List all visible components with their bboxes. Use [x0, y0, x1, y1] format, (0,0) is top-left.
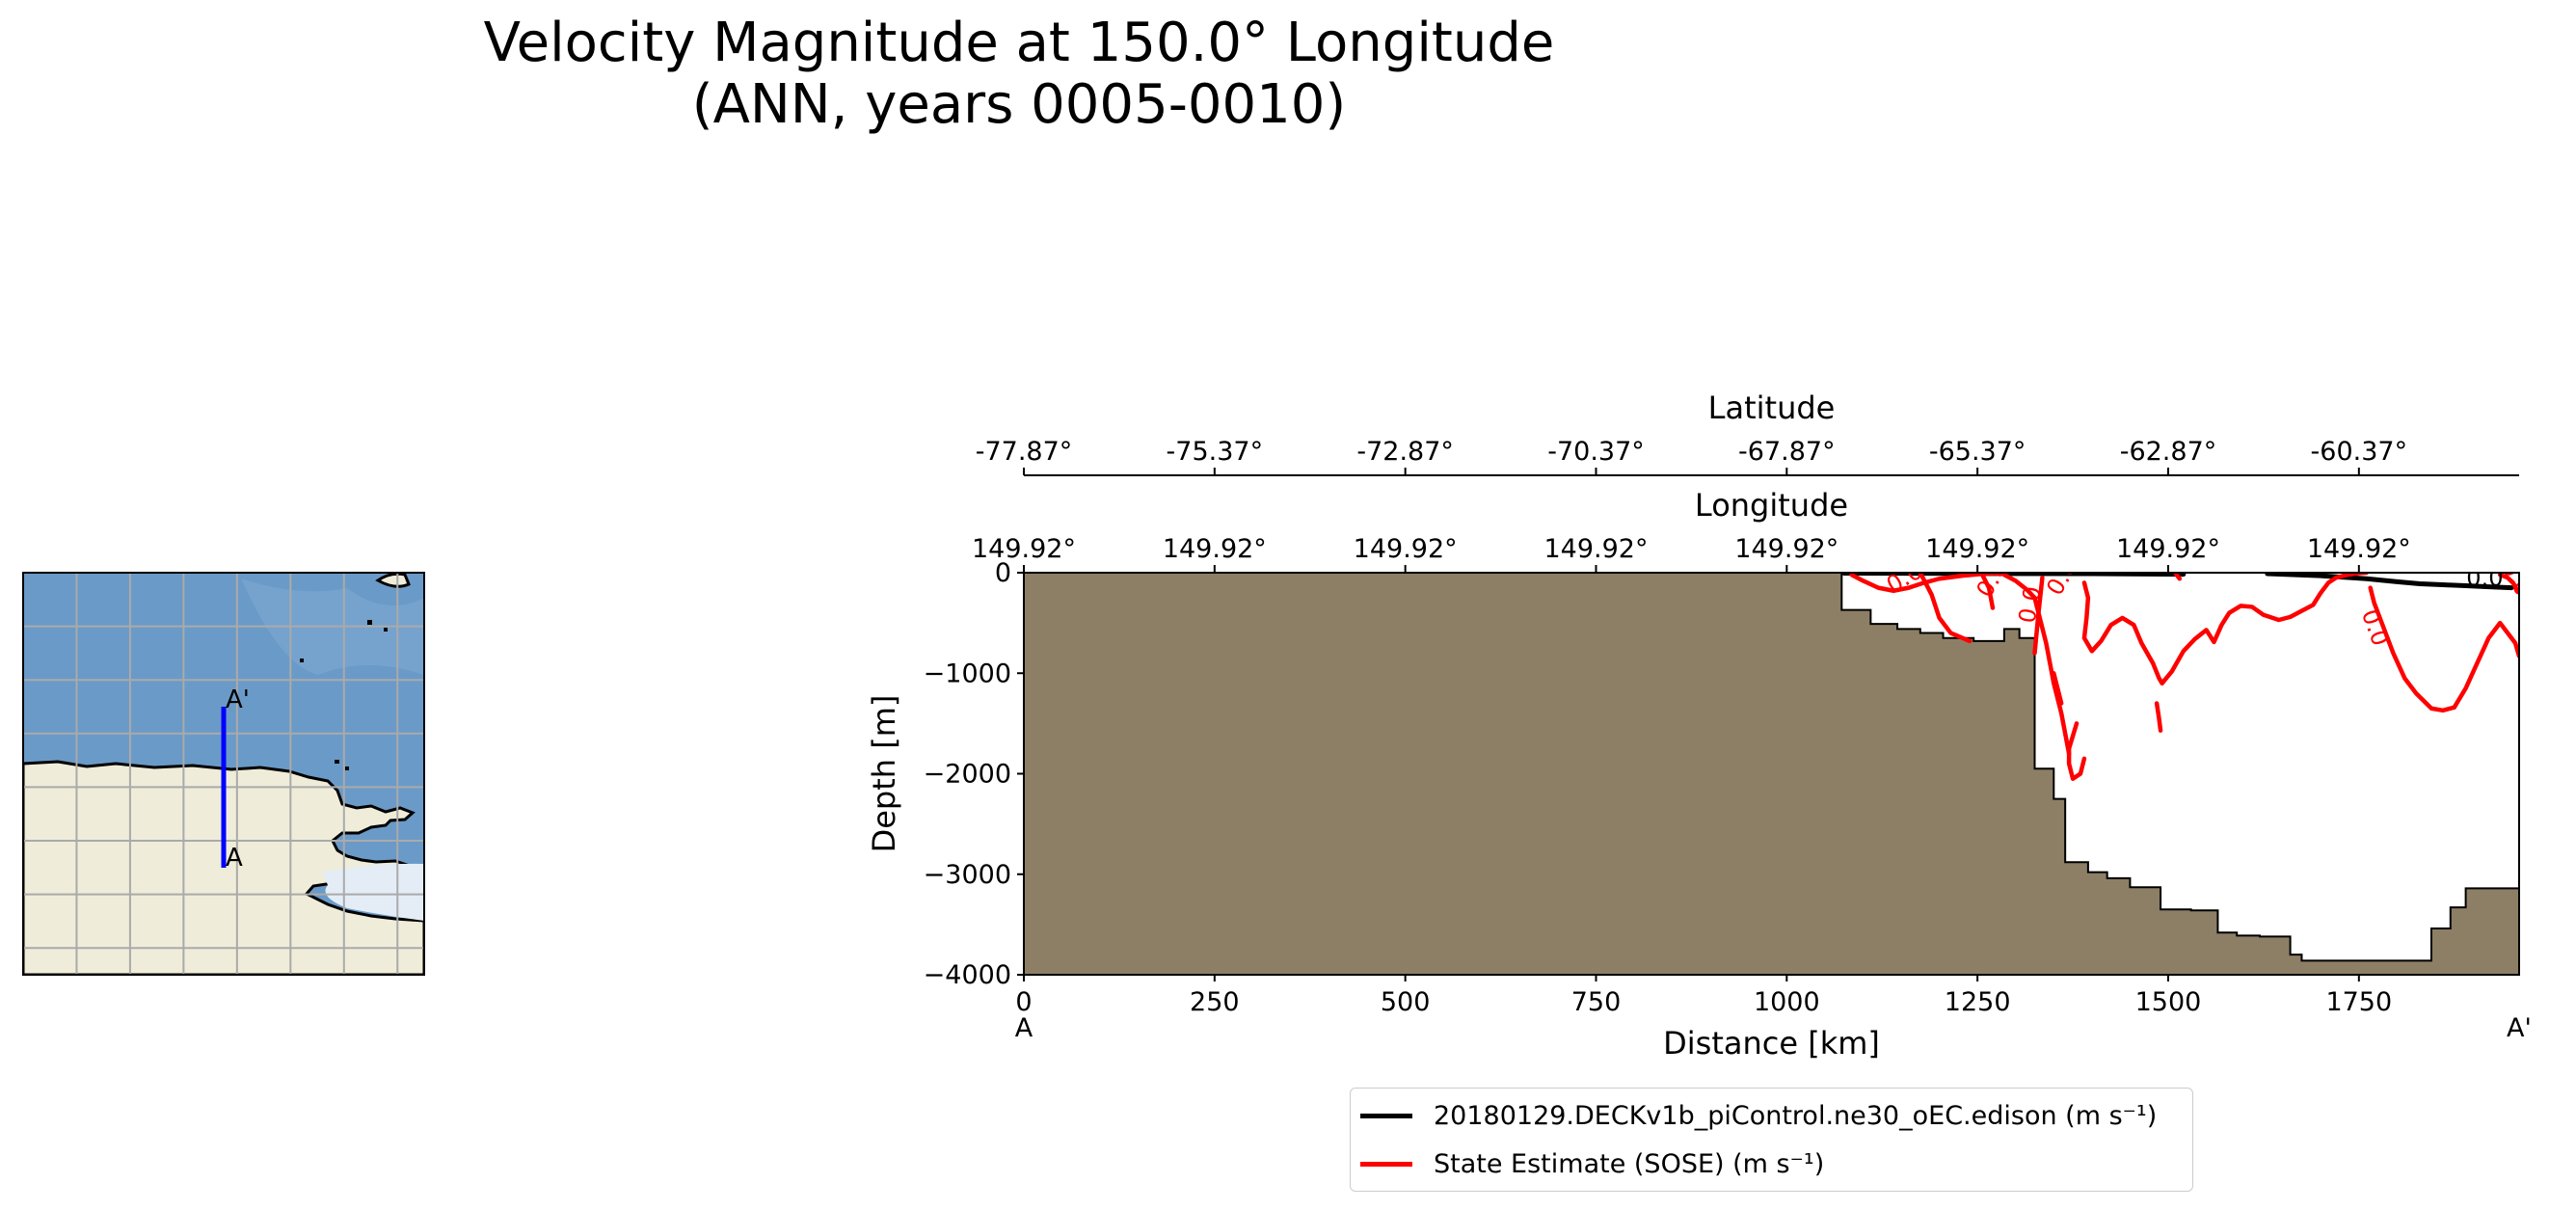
y-tick-label: −1000: [924, 659, 1011, 688]
legend: 20180129.DECKv1b_piControl.ne30_oEC.edis…: [1350, 1088, 2193, 1192]
legend-swatch-model: [1360, 1113, 1412, 1118]
legend-label-sose: State Estimate (SOSE) (m s⁻¹): [1434, 1148, 1825, 1179]
sose-contour-line: [2160, 573, 2369, 686]
section-start-label: A: [1015, 1013, 1033, 1043]
section-end-label: A': [2507, 1013, 2532, 1043]
sose-contour-line: [1978, 573, 1996, 610]
x-tick-label: 750: [1571, 987, 1622, 1017]
sose-contour-line: [2066, 721, 2087, 781]
longitude-tick-label: 149.92°: [972, 534, 1076, 564]
inset-frame: [22, 572, 425, 976]
contour-label: 0.0: [2466, 564, 2503, 591]
sose-contour-line: [2452, 620, 2519, 710]
longitude-tick-label: 149.92°: [1925, 534, 2029, 564]
latitude-axis-label: Latitude: [1708, 390, 1836, 426]
y-axis-label: Depth [m]: [866, 695, 902, 853]
chart-title-line-1: Velocity Magnitude at 150.0° Longitude: [483, 12, 1555, 74]
latitude-tick-label: -60.37°: [2311, 437, 2408, 467]
sose-contour-line: [2173, 573, 2183, 581]
latitude-tick-label: -67.87°: [1738, 437, 1836, 467]
sose-contour-line: [1918, 573, 1972, 644]
sose-contour-line: [2368, 585, 2456, 713]
latitude-tick-label: -62.87°: [2120, 437, 2217, 467]
inset-land: [23, 760, 424, 975]
inset-islet: [345, 766, 349, 770]
inset-island: [375, 573, 411, 588]
transect-start-label: A: [226, 844, 243, 873]
y-tick-label: −4000: [924, 960, 1011, 990]
legend-entry-sose: State Estimate (SOSE) (m s⁻¹): [1360, 1144, 1824, 1183]
latitude-tick-label: -70.37°: [1547, 437, 1645, 467]
sose-contour-line: [1849, 573, 2003, 594]
chart-title-line-2: (ANN, years 0005-0010): [691, 73, 1347, 136]
sose-contour-line: [2081, 580, 2164, 686]
legend-swatch-sose: [1360, 1161, 1412, 1167]
sose-contour-line: [2154, 701, 2163, 733]
x-tick-label: 1500: [2135, 987, 2202, 1017]
longitude-tick-label: 149.92°: [1354, 534, 1458, 564]
y-tick-label: −2000: [924, 760, 1011, 790]
longitude-tick-label: 149.92°: [1734, 534, 1838, 564]
latitude-tick-label: -72.87°: [1356, 437, 1454, 467]
longitude-tick-label: 149.92°: [1544, 534, 1649, 564]
sose-contour-line: [2497, 573, 2519, 594]
legend-entry-model: 20180129.DECKv1b_piControl.ne30_oEC.edis…: [1360, 1096, 2157, 1135]
longitude-axis-label: Longitude: [1695, 487, 1848, 524]
contour-label: 0.0: [2495, 555, 2536, 601]
x-tick-label: 1000: [1754, 987, 1820, 1017]
contour-label: 0.0: [2041, 554, 2082, 600]
section-plot: 0.0 0.00.00.00.00.00.0 0 250 500 750 1000 1250…: [866, 390, 2536, 1062]
longitude-tick-label: 149.92°: [2307, 534, 2411, 564]
inset-islet: [384, 628, 388, 632]
contour-label: 0.0: [1882, 557, 1927, 599]
latitude-tick-label: -77.87°: [976, 437, 1073, 467]
sose-contour-line: [2001, 573, 2072, 756]
y-tick-label: −3000: [924, 860, 1011, 890]
sose-contour-line: [2032, 575, 2045, 656]
latitude-tick-label: -65.37°: [1929, 437, 2026, 467]
legend-label-model: 20180129.DECKv1b_piControl.ne30_oEC.edis…: [1434, 1100, 2158, 1131]
inset-islet: [300, 659, 304, 662]
bathymetry-fill: [1024, 573, 2519, 975]
inset-map: A' A: [22, 572, 425, 976]
x-axis-label: Distance [km]: [1663, 1025, 1880, 1062]
x-tick-label: 1250: [1945, 987, 2011, 1017]
inset-islet: [367, 620, 372, 625]
x-tick-label: 500: [1381, 987, 1431, 1017]
y-tick-label: 0: [995, 558, 1011, 588]
transect-end-label: A': [226, 686, 250, 714]
sose-contour-line: [2052, 671, 2064, 706]
x-tick-label: 250: [1190, 987, 1240, 1017]
x-tick-label: 1750: [2325, 987, 2392, 1017]
x-tick-label: 0: [1015, 987, 1032, 1017]
inset-ice-shelf: [322, 863, 424, 921]
inset-islet: [335, 760, 339, 764]
contour-label: 0.0: [2013, 584, 2046, 625]
longitude-tick-label: 149.92°: [2116, 534, 2220, 564]
latitude-tick-label: -75.37°: [1167, 437, 1264, 467]
longitude-tick-label: 149.92°: [1163, 534, 1267, 564]
